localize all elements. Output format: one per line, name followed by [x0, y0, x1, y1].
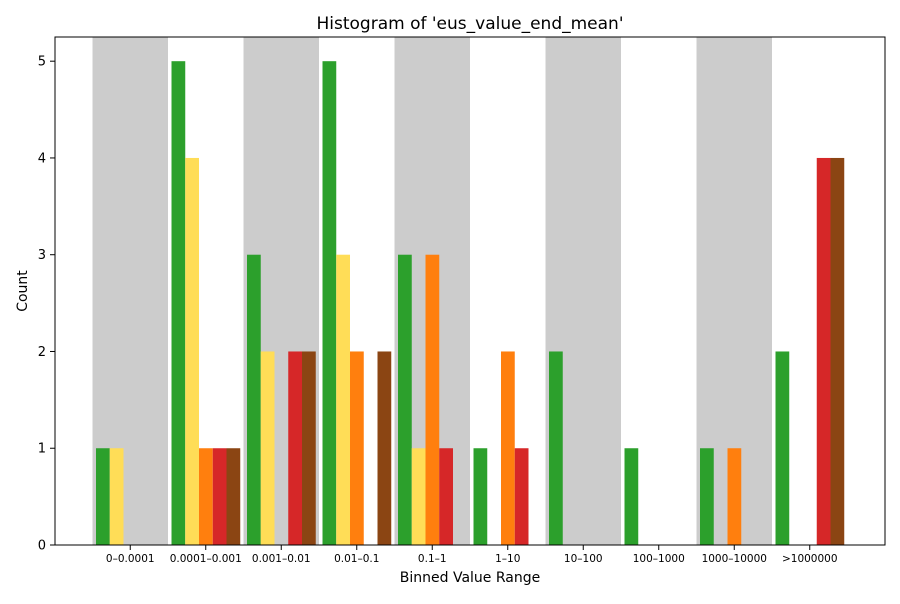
- x-tick-label: 0–0.0001: [106, 553, 155, 565]
- y-axis-ticks: 0 1 2 3 4 5: [38, 55, 55, 554]
- bar: [336, 254, 350, 545]
- bar: [96, 448, 110, 545]
- chart-title: Histogram of 'eus_value_end_mean': [317, 14, 624, 34]
- y-tick-label: 5: [38, 55, 46, 70]
- bar: [199, 448, 213, 545]
- x-axis-label: Binned Value Range: [400, 570, 540, 586]
- x-tick-label: 0.1–1: [418, 553, 447, 565]
- x-tick-label: 0.0001–0.001: [170, 553, 242, 565]
- y-axis-label: Count: [15, 270, 31, 312]
- y-tick-label: 4: [38, 151, 46, 166]
- x-tick-label: 0.01–0.1: [334, 553, 379, 565]
- bar: [775, 351, 790, 545]
- bar: [624, 448, 639, 545]
- bar: [425, 254, 440, 545]
- y-tick-label: 1: [38, 442, 46, 457]
- x-axis-ticks: 0–0.0001 0.0001–0.001 0.001–0.01 0.01–0.1 0.…: [106, 545, 838, 565]
- bar: [288, 351, 302, 545]
- bar: [411, 448, 426, 545]
- x-tick-label: 1000–10000: [702, 553, 767, 565]
- bar: [302, 351, 316, 545]
- bar: [727, 448, 742, 545]
- bars: [96, 61, 845, 545]
- bar: [514, 448, 529, 545]
- x-tick-label: 1–10: [495, 553, 520, 565]
- bar: [226, 448, 241, 545]
- bar: [212, 448, 227, 545]
- bar: [322, 61, 337, 545]
- x-tick-label: 0.001–0.01: [252, 553, 311, 565]
- bar: [549, 351, 563, 545]
- x-tick-label: >1000000: [782, 553, 838, 565]
- bar: [398, 254, 412, 545]
- bar: [439, 448, 453, 545]
- bar: [473, 448, 488, 545]
- bar: [501, 351, 515, 545]
- y-tick-label: 3: [38, 248, 46, 263]
- plot-frame: [54, 36, 886, 546]
- bar: [700, 448, 714, 545]
- bar: [171, 61, 186, 545]
- bar: [830, 157, 845, 545]
- y-tick-label: 2: [38, 345, 46, 360]
- bar: [185, 157, 199, 545]
- bar: [260, 351, 275, 545]
- bar: [377, 351, 392, 545]
- bar: [247, 254, 261, 545]
- bar: [109, 448, 124, 545]
- x-tick-label: 100–1000: [633, 553, 685, 565]
- bar: [816, 157, 831, 545]
- x-tick-label: 10–100: [564, 553, 603, 565]
- bar: [350, 351, 364, 545]
- y-tick-label: 0: [38, 539, 46, 554]
